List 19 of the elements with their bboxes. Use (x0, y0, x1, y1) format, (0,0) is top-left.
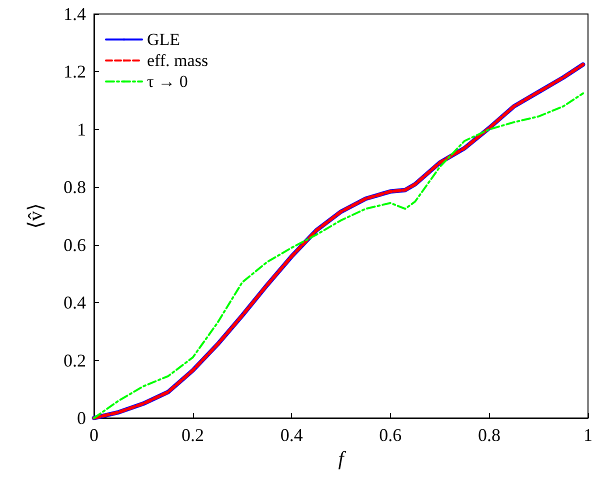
legend-label: eff. mass (147, 51, 208, 70)
y-tick-label: 0.8 (64, 177, 86, 198)
y-tick-label: 0.4 (64, 292, 86, 313)
x-tick-label: 1 (584, 425, 592, 445)
x-axis-title: f (338, 448, 346, 470)
legend-label: GLE (147, 30, 180, 49)
x-tick-label: 0.6 (379, 425, 402, 445)
x-tick-label: 0.4 (280, 425, 303, 445)
y-tick-label: 0.2 (64, 350, 86, 370)
y-tick-label: 1 (77, 119, 86, 140)
y-axis-title: ⟨v̂⟩ (25, 203, 47, 229)
y-tick-label: 0.6 (64, 234, 86, 255)
legend-label: τ → 0 (147, 72, 188, 91)
y-tick-label: 1.2 (64, 62, 86, 82)
x-tick-label: 0.8 (478, 425, 500, 445)
y-tick-label: 1.4 (64, 4, 86, 24)
y-tick-label: 0 (77, 408, 86, 428)
x-tick-label: 0 (90, 425, 98, 445)
x-tick-label: 0.2 (182, 425, 204, 445)
